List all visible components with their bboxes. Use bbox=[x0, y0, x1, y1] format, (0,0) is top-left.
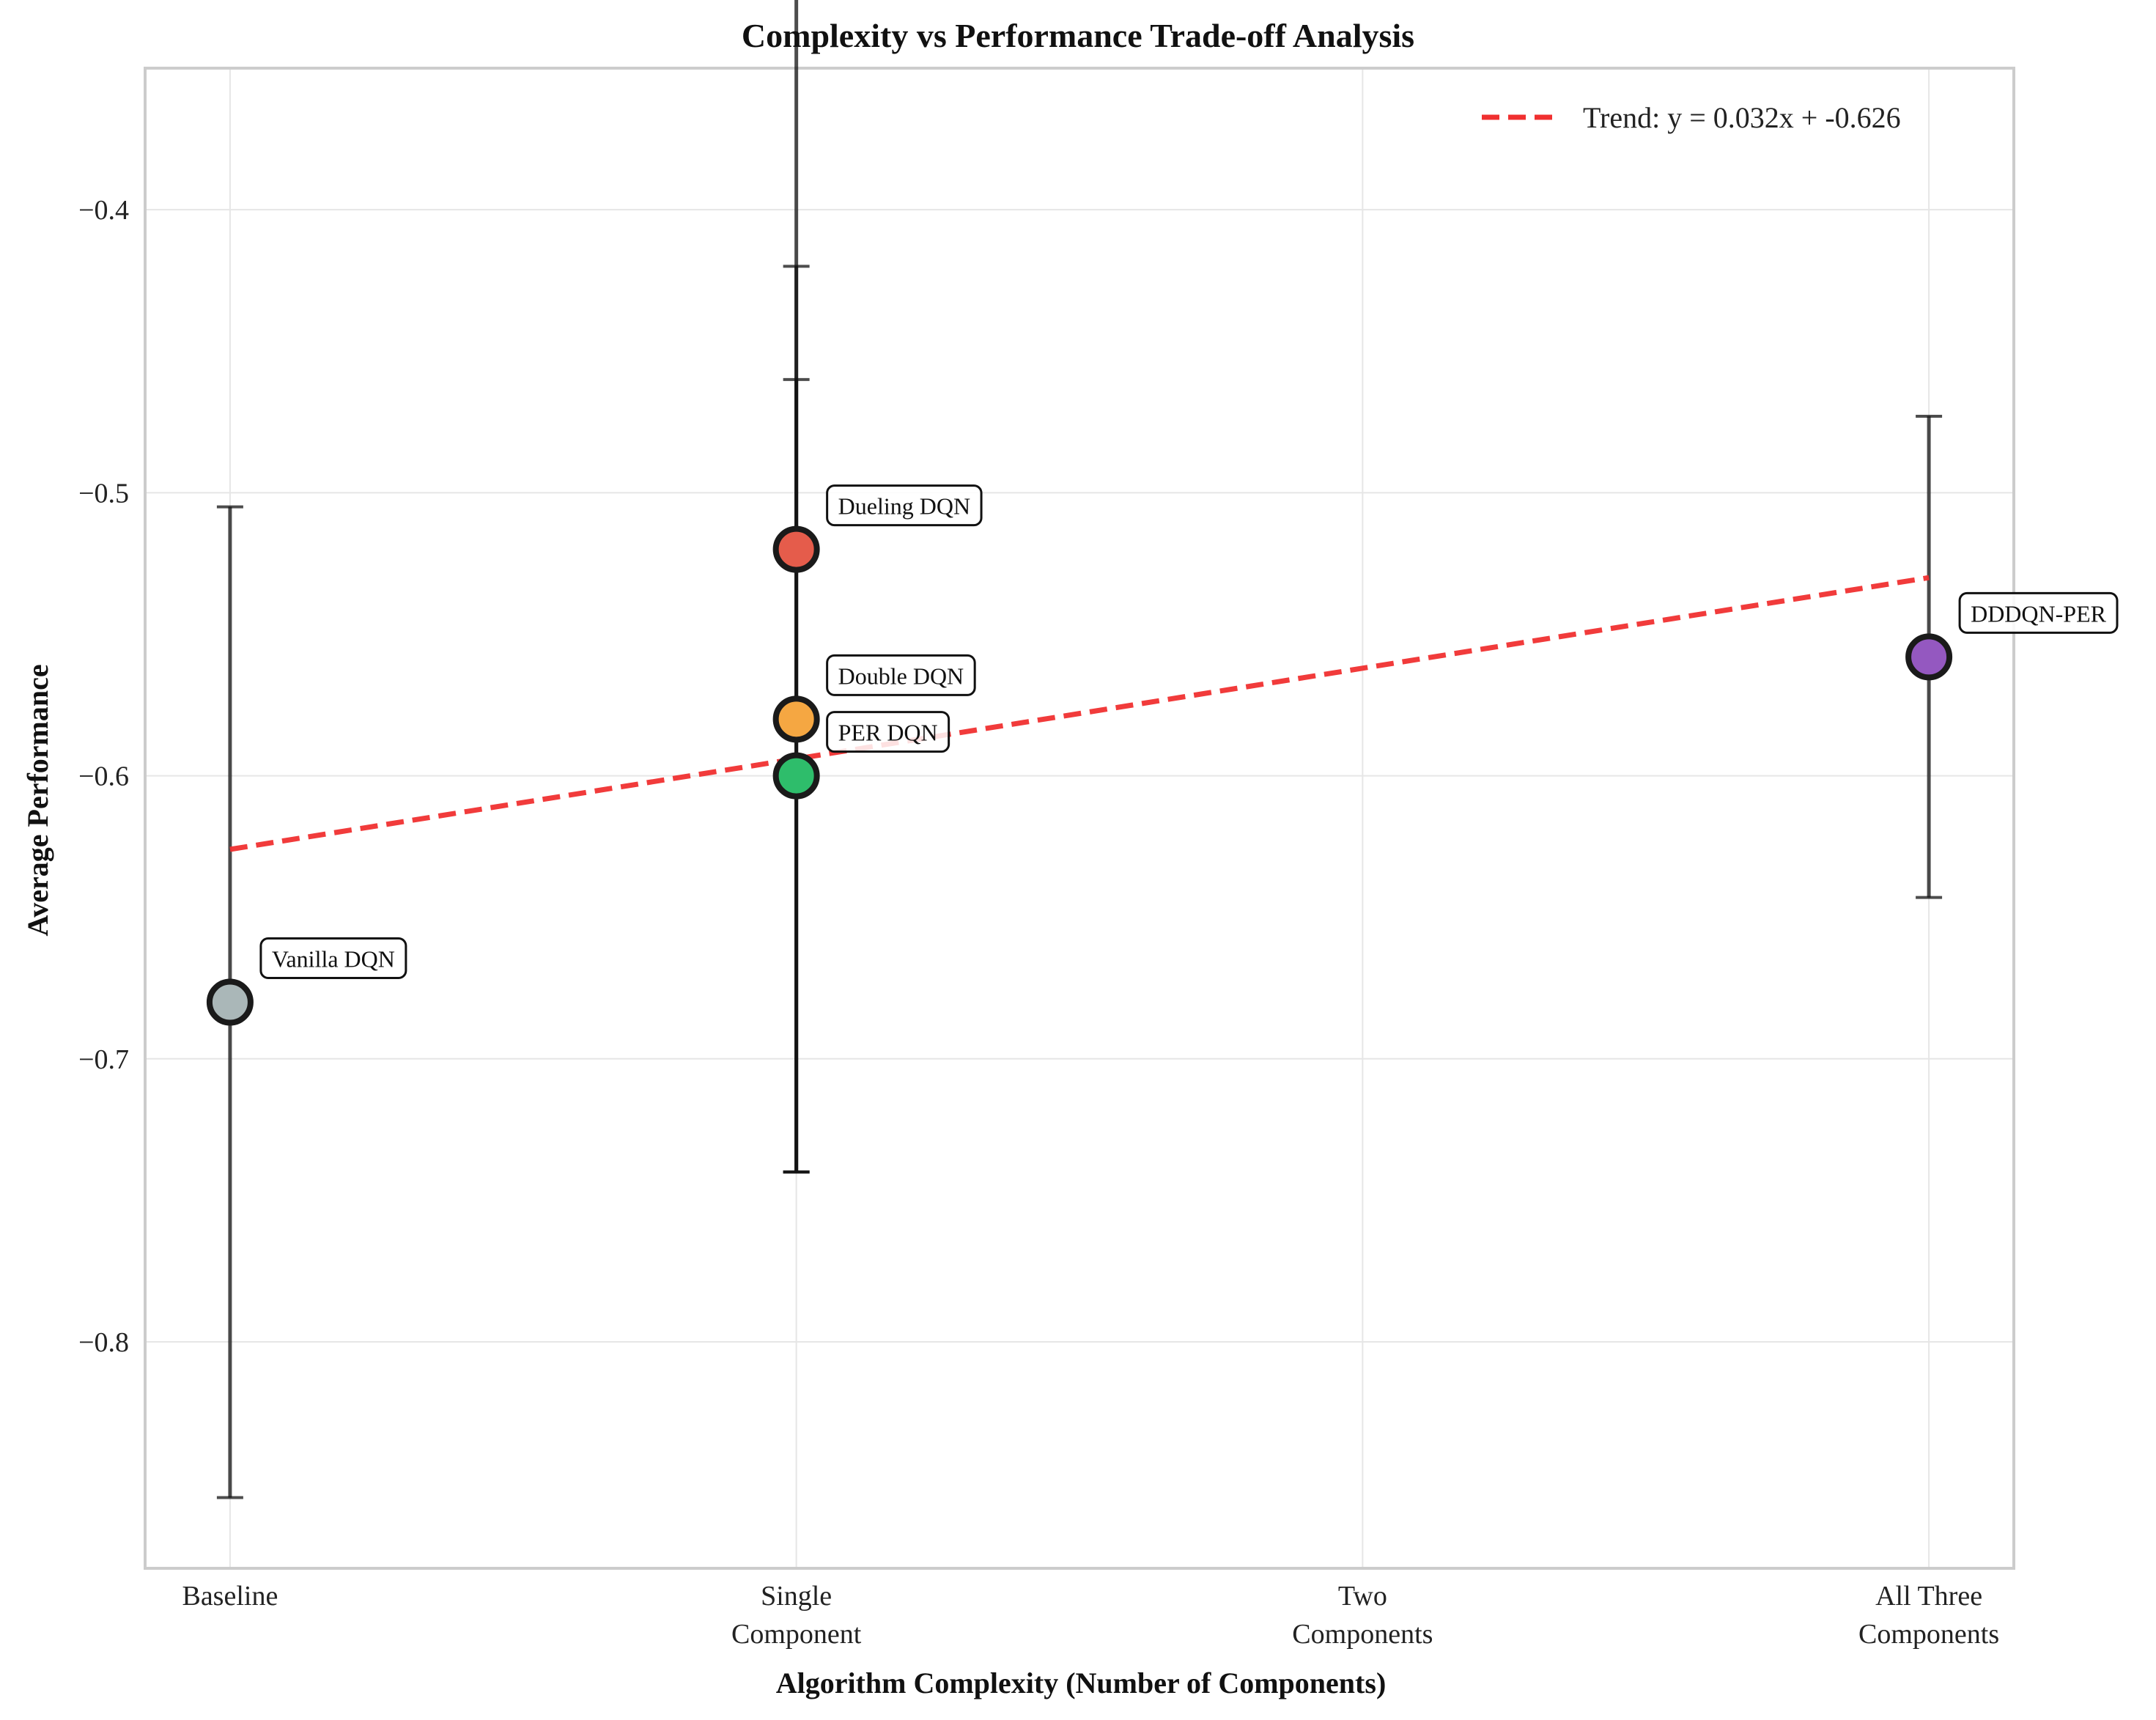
point-dddqn-per bbox=[1905, 633, 1953, 681]
point-annotations: Vanilla DQN Double DQN PER DQN Dueling DQN D… bbox=[259, 484, 2119, 980]
trend-layer bbox=[229, 575, 1930, 852]
annotation-label: PER DQN bbox=[838, 720, 938, 746]
point-vanilla-dqn bbox=[206, 978, 254, 1026]
y-tick-label: −0.5 bbox=[78, 478, 129, 509]
annotation-double-dqn: Double DQN bbox=[826, 654, 976, 696]
plot-border bbox=[144, 67, 2015, 1570]
point-per-dqn bbox=[772, 752, 820, 800]
chart-title: Complexity vs Performance Trade-off Anal… bbox=[742, 17, 1414, 54]
point-double-dqn bbox=[772, 695, 820, 743]
annotation-box bbox=[259, 937, 407, 980]
y-tick-labels: −0.8 −0.7 −0.6 −0.5 −0.4 bbox=[78, 195, 129, 1358]
legend-trend-label: Trend: y = 0.032x + -0.626 bbox=[1583, 101, 1901, 134]
annotation-box bbox=[1958, 591, 2119, 634]
trend-line bbox=[229, 575, 1930, 852]
y-tick-label: −0.4 bbox=[78, 195, 129, 226]
annotation-label: Double DQN bbox=[838, 662, 964, 689]
x-tick-label: Baseline bbox=[182, 1581, 278, 1612]
x-tick-label: Single Component bbox=[731, 1581, 862, 1650]
annotation-box bbox=[826, 484, 983, 527]
x-tick-label: All Three Components bbox=[1858, 1581, 1999, 1650]
x-axis-label: Algorithm Complexity (Number of Componen… bbox=[776, 1667, 1387, 1699]
annotation-box bbox=[826, 711, 950, 753]
x-tick-labels: Baseline Single Component Two Components All … bbox=[182, 1581, 1999, 1650]
annotation-dddqn-per: DDDQN-PER bbox=[1958, 591, 2119, 634]
x-tick-label: Two Components bbox=[1292, 1581, 1433, 1650]
y-tick-label: −0.8 bbox=[78, 1327, 129, 1358]
annotation-label: Dueling DQN bbox=[838, 493, 970, 520]
data-points bbox=[206, 525, 1953, 1026]
y-axis-label: Average Performance bbox=[21, 664, 54, 936]
annotation-dueling-dqn: Dueling DQN bbox=[826, 484, 983, 527]
annotation-vanilla-dqn: Vanilla DQN bbox=[259, 937, 407, 980]
plot-frame bbox=[144, 67, 2015, 1570]
point-dueling-dqn bbox=[772, 525, 820, 573]
annotation-box bbox=[826, 654, 976, 696]
annotation-label: DDDQN-PER bbox=[1971, 600, 2107, 627]
y-tick-label: −0.7 bbox=[78, 1044, 129, 1075]
legend: Trend: y = 0.032x + -0.626 bbox=[1482, 101, 1901, 134]
annotation-per-dqn: PER DQN bbox=[826, 711, 950, 753]
y-tick-label: −0.6 bbox=[78, 761, 129, 792]
annotation-label: Vanilla DQN bbox=[272, 946, 395, 972]
